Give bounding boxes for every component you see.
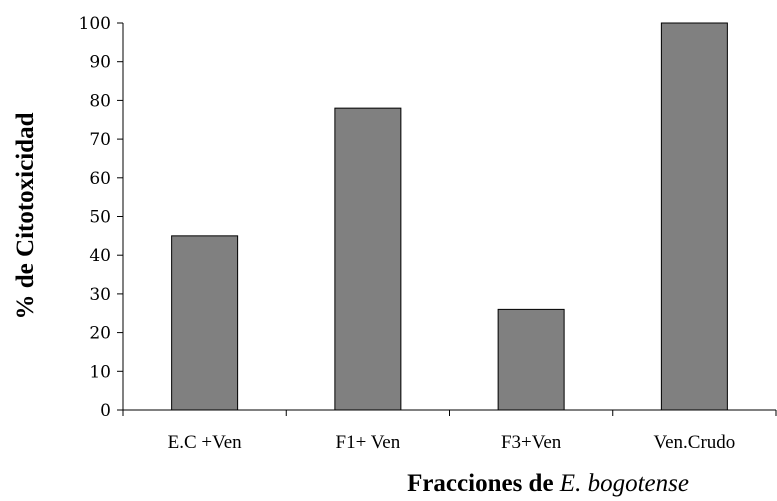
y-tick-label: 40 (89, 246, 111, 266)
bar (171, 235, 239, 411)
y-tick-label: 80 (89, 91, 111, 111)
y-tick-label: 100 (79, 14, 111, 34)
category-labels: E.C +Ven F1+ Ven F3+Ven Ven.Crudo (168, 432, 736, 453)
bar (497, 308, 565, 411)
x-category-label: F3+Ven (501, 432, 562, 453)
y-tick-label: 20 (89, 324, 111, 344)
x-category-label: Ven.Crudo (653, 432, 735, 453)
y-tick-label: 70 (89, 130, 111, 150)
y-tick-label: 0 (100, 401, 111, 421)
y-axis-title: % de Citotoxicidad (12, 112, 39, 319)
x-axis-title-species: E. bogotense (559, 470, 689, 497)
y-tick-label: 90 (89, 53, 111, 73)
bar (334, 107, 402, 411)
x-axis (122, 409, 777, 416)
x-axis-title: Fracciones de E. bogotense (407, 470, 689, 497)
y-axis: 0 10 20 30 40 50 60 70 80 90 100 (79, 14, 124, 421)
x-axis-title-prefix: Fracciones de (407, 470, 560, 497)
y-tick-label: 50 (89, 208, 111, 228)
y-tick-label: 30 (89, 285, 111, 305)
y-tick-label: 10 (89, 362, 111, 382)
x-category-label: F1+ Ven (336, 432, 401, 453)
x-category-label: E.C +Ven (168, 432, 243, 453)
bar (660, 22, 728, 411)
y-tick-label: 60 (89, 169, 111, 189)
bars (171, 22, 728, 411)
